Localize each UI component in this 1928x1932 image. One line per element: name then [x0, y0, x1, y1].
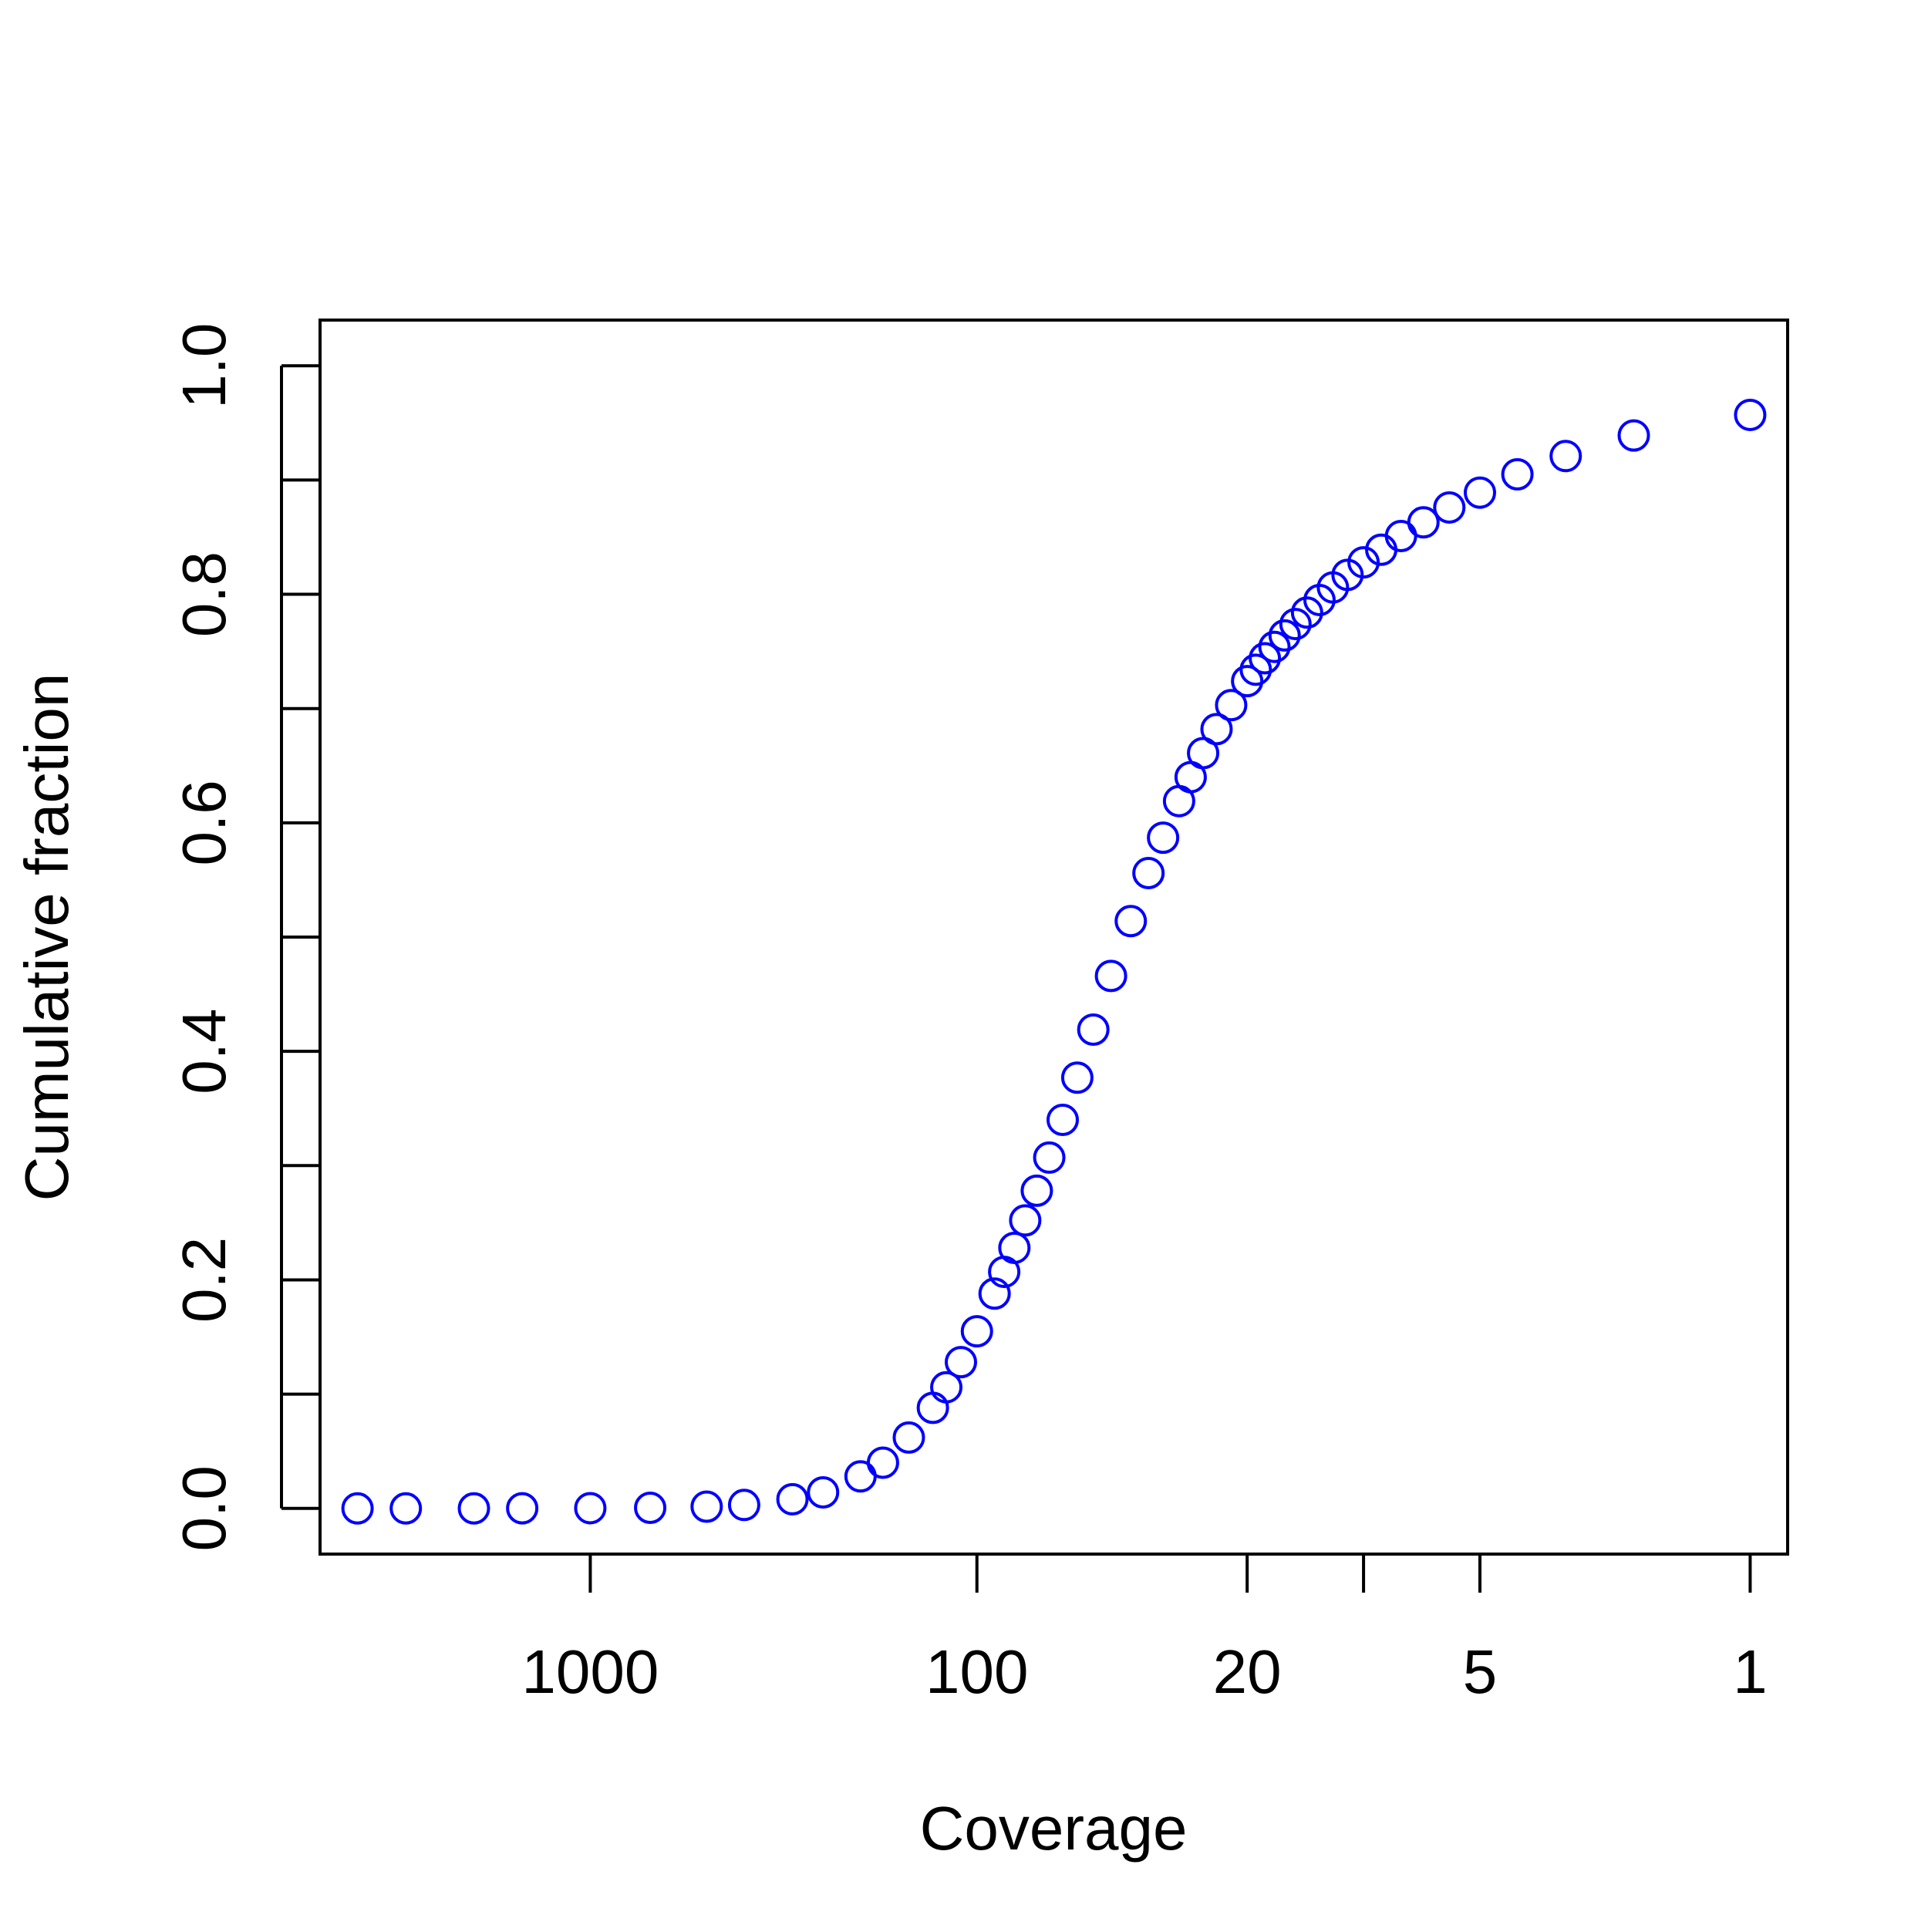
y-tick-label: 0.6 [170, 780, 238, 865]
data-point [892, 1421, 925, 1454]
x-tick-label: 1 [1733, 1637, 1768, 1706]
data-point [1046, 1104, 1079, 1137]
y-tick-label: 0.8 [170, 551, 238, 637]
data-point [1215, 689, 1248, 722]
data-point [1162, 784, 1195, 818]
data-point [1501, 458, 1534, 491]
data-point [690, 1490, 723, 1523]
y-tick-label: 0.2 [170, 1237, 238, 1323]
data-point [978, 1277, 1011, 1310]
data-point [1365, 533, 1398, 566]
x-tick-label: 20 [1213, 1637, 1282, 1706]
data-point [1303, 583, 1336, 616]
x-axis-label: Coverage [920, 1794, 1188, 1863]
data-point [1290, 596, 1323, 629]
data-point [1132, 857, 1165, 890]
x-tick-label: 1000 [521, 1637, 659, 1706]
data-point [1279, 608, 1312, 641]
data-point [844, 1460, 877, 1493]
y-tick-label: 0.0 [170, 1465, 238, 1551]
data-point [727, 1489, 760, 1522]
data-point [960, 1315, 993, 1348]
data-point [988, 1256, 1021, 1289]
data-point [1249, 642, 1282, 675]
data-point [776, 1482, 809, 1516]
data-point [389, 1492, 423, 1525]
x-tick-label: 100 [925, 1637, 1028, 1706]
data-point [1060, 1061, 1094, 1094]
y-tick-label: 1.0 [170, 323, 238, 409]
data-point [944, 1346, 977, 1379]
data-point [1009, 1204, 1042, 1237]
data-point [1384, 520, 1417, 552]
data-point [866, 1446, 899, 1479]
data-points [341, 398, 1767, 1525]
y-tick-label: 0.4 [170, 1009, 238, 1094]
data-point [1147, 821, 1180, 855]
data-point [916, 1391, 949, 1425]
y-axis-label: Cumulative fraction [12, 673, 81, 1202]
data-point [1258, 630, 1291, 663]
data-point [634, 1492, 667, 1524]
data-point [1407, 506, 1440, 539]
data-point [1094, 959, 1127, 993]
data-point [457, 1492, 490, 1525]
data-point [1617, 419, 1650, 452]
data-point [807, 1476, 840, 1509]
data-point [341, 1492, 374, 1525]
data-point [1200, 713, 1233, 746]
data-point [1239, 653, 1272, 686]
data-point [1020, 1174, 1053, 1207]
data-point [506, 1492, 539, 1525]
data-point [1463, 476, 1496, 509]
data-point [1268, 619, 1301, 652]
data-point [1033, 1141, 1066, 1174]
data-point [574, 1492, 607, 1525]
plot-frame [319, 319, 1789, 1556]
data-point [1433, 491, 1466, 524]
data-point [1549, 440, 1583, 473]
data-point [1231, 665, 1264, 698]
data-point [1077, 1013, 1110, 1046]
x-tick-label: 5 [1463, 1637, 1498, 1706]
data-point [1114, 905, 1148, 938]
data-point [930, 1371, 963, 1404]
y-axis: 0.0 0.2 0.4 0.6 0.8 1.0 [170, 323, 320, 1551]
data-point [1734, 398, 1767, 431]
x-axis: 1000 100 20 5 1 [521, 1554, 1768, 1706]
